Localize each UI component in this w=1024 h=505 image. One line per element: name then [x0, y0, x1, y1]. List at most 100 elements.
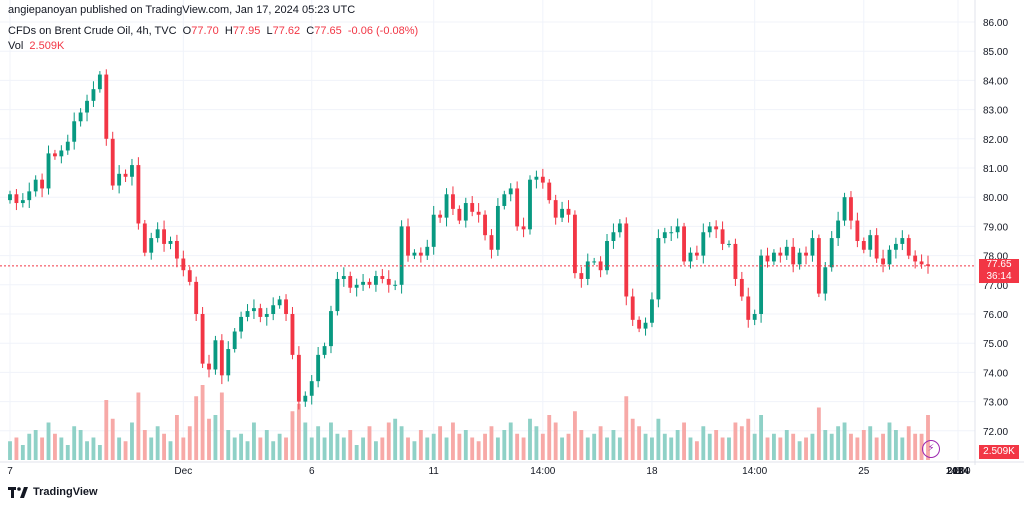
volume-bar: [155, 426, 160, 460]
volume-bar: [348, 430, 353, 460]
volume-bar: [104, 400, 109, 460]
candle-body: [451, 194, 455, 209]
candle-body: [457, 208, 462, 221]
candle-body: [296, 354, 301, 402]
volume-bar: [181, 437, 186, 460]
candle-body: [566, 208, 571, 215]
candle-body: [528, 179, 532, 230]
volume-bar: [887, 422, 892, 460]
candle-body: [14, 194, 19, 204]
candle-body: [258, 308, 263, 317]
volume-bar: [33, 430, 38, 460]
y-tick-label: 80.00: [983, 193, 1008, 204]
y-tick-label: 72.00: [983, 427, 1008, 438]
candle-body: [252, 308, 256, 312]
candle-body: [784, 246, 789, 256]
volume-bar: [572, 411, 577, 460]
candle-body: [579, 273, 584, 279]
open-value: 77.70: [191, 25, 219, 37]
candle-body: [309, 381, 314, 396]
candle-body: [752, 314, 757, 320]
volume-bar: [874, 437, 879, 460]
symbol-name[interactable]: CFDs on Brent Crude Oil, 4h, TVC: [8, 25, 177, 37]
candle-body: [181, 258, 186, 271]
bar-countdown: 36:14: [986, 270, 1012, 282]
candle-body: [329, 311, 333, 347]
volume-bar: [425, 437, 430, 460]
volume-bars: [8, 385, 930, 460]
candle-body: [393, 284, 398, 286]
candle-body: [386, 278, 391, 285]
candle-body: [354, 284, 359, 288]
low-label: L: [266, 25, 273, 37]
candle-body: [842, 197, 847, 221]
volume-bar: [149, 437, 154, 460]
candle-body: [168, 241, 173, 244]
published-byline: angiepanoyan published on TradingView.co…: [8, 4, 356, 16]
candle-body: [418, 252, 423, 256]
tradingview-footer[interactable]: TradingView: [8, 486, 98, 498]
candle-body: [739, 278, 744, 297]
volume-bar: [502, 430, 507, 460]
volume-bar: [136, 392, 141, 460]
low-value: 77.62: [272, 25, 301, 37]
candle-body: [200, 314, 205, 364]
volume-bar: [707, 433, 712, 460]
candle-body: [117, 173, 122, 186]
candle-body: [540, 176, 545, 183]
y-tick-label: 76.00: [983, 310, 1008, 321]
volume-bar: [893, 430, 898, 460]
volume-bar: [643, 433, 648, 460]
volume-bar: [585, 437, 590, 460]
candle-body: [303, 395, 308, 402]
volume-bar: [823, 430, 828, 460]
candle-body: [913, 255, 918, 262]
volume-bar: [40, 437, 45, 460]
candle-body: [694, 252, 699, 256]
volume-bar: [335, 433, 340, 460]
candle-body: [553, 200, 558, 218]
y-tick-label: 74.00: [983, 368, 1008, 379]
candle-body: [277, 299, 282, 306]
volume-bar: [444, 437, 449, 460]
lightning-icon[interactable]: ⚡: [922, 440, 940, 458]
volume-bar: [27, 433, 32, 460]
candle-body: [874, 235, 879, 259]
volume-bar: [765, 437, 770, 460]
candle-body: [881, 258, 885, 265]
volume-bar: [219, 392, 224, 460]
candle-body: [836, 220, 841, 239]
candle-body: [8, 194, 12, 201]
candle-body: [316, 354, 321, 382]
volume-bar: [245, 441, 250, 460]
candle-body: [463, 203, 468, 221]
candle-body: [861, 241, 866, 250]
candle-body: [688, 252, 693, 262]
volume-bar: [476, 441, 481, 460]
candle-body: [701, 232, 706, 256]
volume-bar: [271, 441, 276, 460]
volume-bar: [277, 433, 282, 460]
candle-body: [714, 226, 719, 230]
volume-bar: [142, 430, 147, 460]
volume-bar: [361, 437, 366, 460]
candle-body: [778, 252, 783, 256]
price-axis[interactable]: 86.00 85.00 84.00 83.00 82.00 81.00 80.00 79.00…: [974, 0, 1008, 465]
x-tick-label: 8: [955, 466, 961, 477]
x-tick-label: 7: [7, 466, 13, 477]
volume-bar: [296, 403, 301, 460]
y-tick-label: 79.00: [983, 222, 1008, 233]
candle-body: [20, 200, 25, 204]
candle-body: [219, 340, 224, 376]
candle-body: [213, 340, 218, 370]
volume-bar: [194, 396, 199, 460]
volume-bar: [900, 437, 905, 460]
volume-bar: [617, 437, 622, 460]
volume-bar: [829, 433, 834, 460]
volume-bar: [836, 426, 841, 460]
volume-bar: [650, 437, 654, 460]
volume-tag: 2.509K: [979, 445, 1019, 459]
volume-bar: [759, 415, 764, 460]
